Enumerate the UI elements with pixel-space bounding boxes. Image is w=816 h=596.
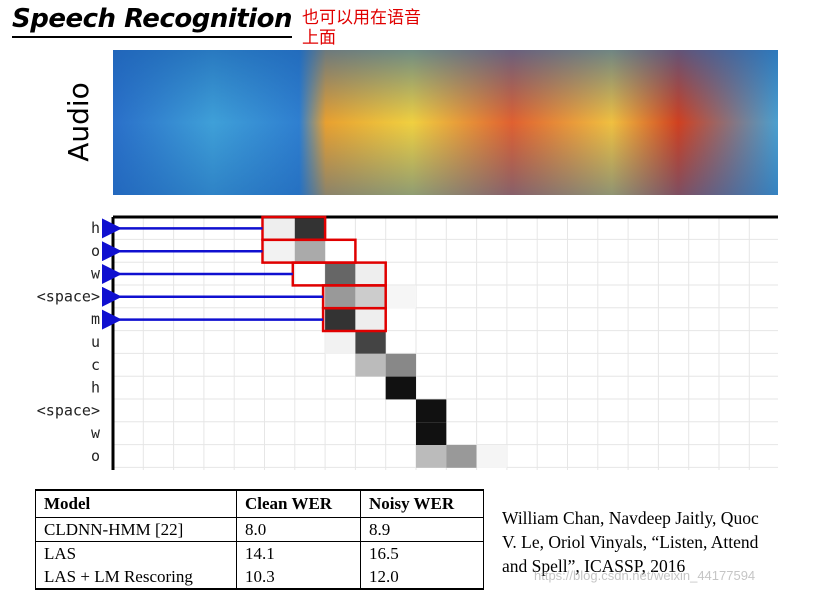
attention-cell xyxy=(476,445,507,468)
cell: CLDNN-HMM [22] xyxy=(35,517,237,542)
attention-cell xyxy=(325,331,356,354)
attention-cell xyxy=(355,308,386,331)
row-label: o xyxy=(91,242,100,260)
results-table: Model Clean WER Noisy WER CLDNN-HMM [22]… xyxy=(35,489,484,590)
annotation-line: 也可以用在语音 xyxy=(302,8,421,28)
column-header: Model xyxy=(35,490,237,518)
attention-cell xyxy=(385,285,416,309)
row-label: w xyxy=(91,265,101,283)
cell: LAS + LM Rescoring xyxy=(44,567,193,586)
table-row: LAS + LM Rescoring 10.3 12.0 xyxy=(36,565,484,589)
audio-label: Audio xyxy=(62,82,95,162)
column-header: Noisy WER xyxy=(360,490,484,518)
attention-cell xyxy=(325,262,356,286)
attention-cell xyxy=(294,217,326,240)
row-label: <space> xyxy=(37,401,100,419)
cell: 10.3 xyxy=(236,565,361,589)
slide-title: Speech Recognition xyxy=(12,2,292,38)
attention-cell xyxy=(264,239,295,263)
attention-cell xyxy=(264,217,295,240)
spectrogram-shade xyxy=(113,50,778,195)
citation-line: William Chan, Navdeep Jaitly, Quoc xyxy=(502,508,759,528)
row-label: o xyxy=(91,447,100,465)
attention-cell xyxy=(355,262,386,286)
watermark: https://blog.csdn.net/weixin_44177594 xyxy=(534,568,756,583)
citation-line: and Spell”, ICASSP, 2016 xyxy=(502,556,686,576)
attention-cell xyxy=(355,285,386,309)
citation: William Chan, Navdeep Jaitly, Quoc V. Le… xyxy=(502,506,759,578)
column-header: Clean WER xyxy=(236,490,361,518)
cell: 14.1 xyxy=(236,541,361,565)
row-label: <space> xyxy=(37,287,100,305)
row-label: u xyxy=(91,333,100,351)
row-label: w xyxy=(91,424,101,442)
attention-cell xyxy=(325,285,356,309)
row-label: c xyxy=(91,356,100,374)
cell: 8.0 xyxy=(236,517,361,542)
table-row: CLDNN-HMM [22] 8.0 8.9 xyxy=(35,517,484,542)
annotation-line: 上面 xyxy=(302,28,336,48)
annotation: 也可以用在语音 上面 xyxy=(302,8,421,48)
attention-cell xyxy=(416,399,447,423)
attention-cell xyxy=(446,445,477,468)
cell: 16.5 xyxy=(360,541,484,565)
attention-cell xyxy=(355,331,386,354)
attention-cell xyxy=(385,376,416,400)
attention-cell xyxy=(294,239,326,263)
row-label: m xyxy=(91,310,100,328)
attention-cell xyxy=(325,308,356,331)
table-row: LAS 14.1 16.5 xyxy=(36,541,484,565)
row-label: h xyxy=(91,379,100,397)
table-header: Model Clean WER Noisy WER xyxy=(35,490,484,518)
cell: 12.0 xyxy=(360,565,484,589)
attention-cell xyxy=(385,353,416,377)
cell: 8.9 xyxy=(360,517,484,542)
attention-cell xyxy=(416,422,447,445)
row-label: h xyxy=(91,219,100,237)
cell: LAS xyxy=(44,544,77,563)
citation-line: V. Le, Oriol Vinyals, “Listen, Attend xyxy=(502,532,759,552)
attention-cell xyxy=(355,353,386,377)
attention-cell xyxy=(416,445,447,468)
